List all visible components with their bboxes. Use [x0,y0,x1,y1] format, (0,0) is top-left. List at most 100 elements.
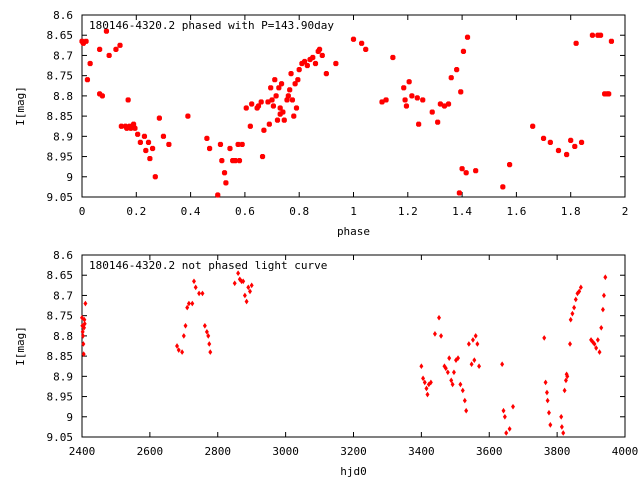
data-point [270,103,277,109]
data-point [570,310,575,317]
data-point [421,375,426,382]
data-point [458,89,464,95]
data-point [152,174,158,180]
data-point [589,32,596,38]
data-point [87,60,93,67]
data-point [466,341,471,347]
data-point [232,280,237,287]
data-point [82,324,87,331]
data-point [316,46,323,53]
data-point [180,349,185,355]
data-point [135,131,141,137]
data-point [241,278,246,285]
x-axis-label: hjd0 [340,465,367,478]
data-point [124,125,130,131]
x-tick-label: 2 [622,205,629,218]
data-point [219,157,225,164]
data-point [565,373,570,380]
y-tick-label: 8.9 [53,130,73,143]
data-point [80,40,87,46]
data-point [217,141,224,148]
data-point [208,349,213,355]
data-point [406,79,412,85]
data-point [402,97,408,103]
y-tick-label: 8.7 [53,49,73,62]
data-point [132,125,138,131]
y-tick-label: 8.6 [53,9,73,22]
data-point [259,153,266,160]
y-tick-label: 8.65 [47,269,74,282]
data-point [542,335,547,341]
data-point [559,424,564,430]
y-tick-label: 9 [66,411,73,424]
data-point [577,288,582,295]
data-point [249,282,254,289]
data-point [287,87,293,93]
data-point [117,42,123,48]
unphased-light-curve-panel: 2400 2600 2800 3000 3200 3400 3600 3800 4000 8.6… [14,249,638,478]
data-point [149,145,156,152]
data-point [273,93,279,99]
data-point [255,103,262,109]
data-point [401,85,407,91]
data-point [227,145,233,152]
data-point [545,397,550,404]
data-point [572,143,578,150]
data-point [221,170,228,176]
data-point [445,101,452,107]
data-point [137,139,144,146]
data-point [437,314,441,321]
data-point [125,97,131,103]
data-point [249,101,255,107]
y-tick-label: 8.75 [47,70,74,83]
data-point [312,60,319,67]
data-point [235,141,241,148]
data-point [530,123,536,129]
data-point [128,125,134,131]
data-point [422,379,427,386]
data-point [204,135,210,142]
data-point [197,290,202,297]
data-point [403,103,410,109]
data-point [462,397,467,404]
data-point [608,38,615,44]
data-point [416,121,422,127]
data-point [289,97,296,103]
y-tick-labels: 8.6 8.65 8.7 8.75 8.8 8.85 8.9 8.95 9 9.05 [47,9,74,204]
data-point [246,284,251,291]
x-tick-label: 1 [350,205,357,218]
tick-marks [81,254,626,438]
data-point [204,329,209,335]
x-tick-label: 4000 [612,445,639,458]
data-point [547,139,553,146]
plot-frame [81,14,626,198]
y-tick-labels: 8.6 8.65 8.7 8.75 8.8 8.85 8.9 8.95 9 9.05 [47,249,74,444]
data-point [595,32,601,38]
data-point [456,355,461,361]
data-point [573,40,579,46]
data-point [181,333,186,339]
data-point [578,139,585,146]
x-tick-label: 0.8 [289,205,309,218]
x-tick-label: 0.2 [126,205,146,218]
data-point [414,95,420,101]
data-point [599,324,604,331]
data-point [236,270,241,277]
phased-light-curve-panel: 0 0.2 0.4 0.6 0.8 1 1.2 1.4 1.6 1.8 2 8.68.658.78.… [14,9,628,238]
data-point [265,99,271,105]
y-tick-label: 9 [66,171,73,184]
data-point [272,77,278,83]
data-point [603,274,608,281]
data-point [443,365,448,372]
x-tick-label: 1.8 [561,205,581,218]
data-point [81,341,86,347]
data-point [454,66,460,73]
x-tick-label: 3000 [272,445,299,458]
data-points [79,28,615,198]
chart-title: 180146-4320.2 phased with P=143.90day [89,19,334,32]
data-point [236,157,243,164]
data-point [464,407,469,414]
data-point [118,123,125,129]
data-point [81,333,85,339]
